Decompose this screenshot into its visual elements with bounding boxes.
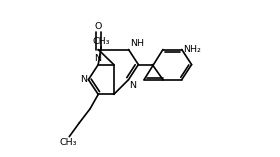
Text: N: N [80, 75, 87, 84]
Text: CH₃: CH₃ [93, 37, 110, 46]
Text: NH₂: NH₂ [183, 45, 201, 54]
Text: CH₃: CH₃ [60, 138, 77, 147]
Text: N: N [94, 54, 101, 63]
Text: N: N [130, 81, 137, 90]
Text: O: O [95, 22, 102, 31]
Text: NH: NH [130, 39, 144, 48]
